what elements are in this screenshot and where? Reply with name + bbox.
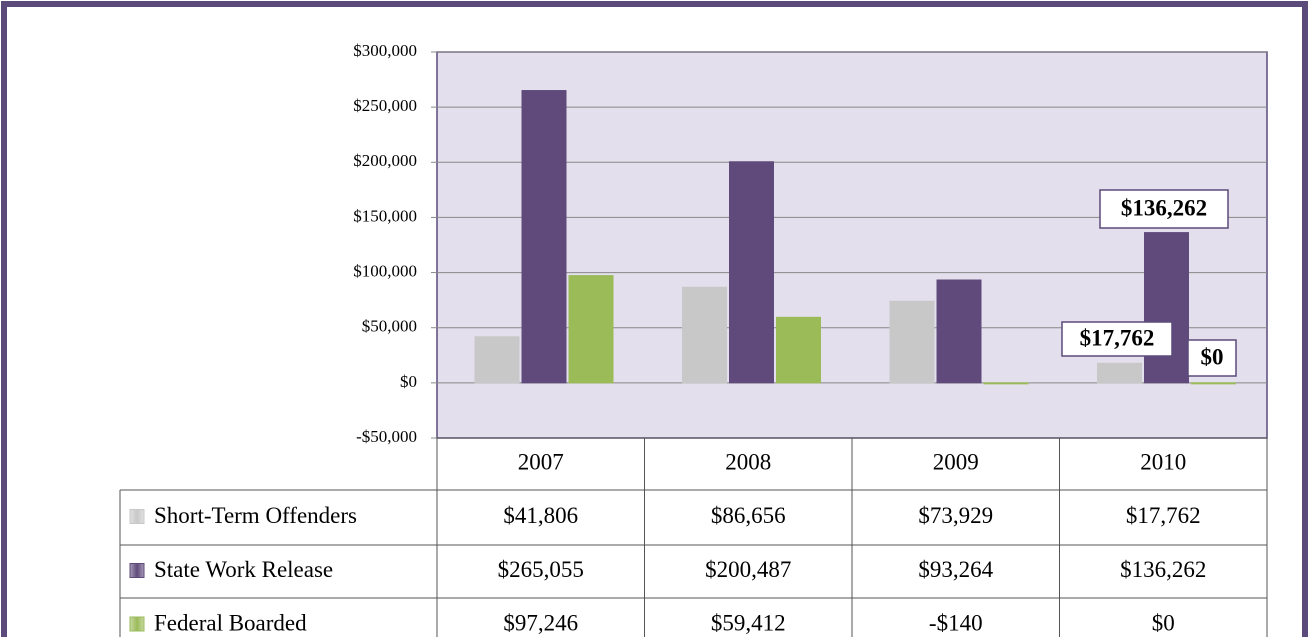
y-tick-label: $0 (400, 372, 417, 391)
bar (776, 316, 821, 384)
y-tick-label: $50,000 (362, 317, 417, 336)
legend-marker (129, 509, 145, 524)
data-label-box (1099, 189, 1229, 229)
bar (889, 300, 935, 384)
table-cell: $136,262 (1120, 557, 1206, 582)
table-cell: -$140 (929, 610, 983, 635)
x-tick-label: 2008 (725, 449, 771, 474)
bar (1097, 362, 1142, 384)
legend-marker (129, 616, 145, 632)
table-cell: $200,487 (705, 557, 791, 582)
table-cell: $41,806 (503, 503, 578, 528)
y-tick-label: $300,000 (353, 41, 417, 60)
table-cell: $97,246 (503, 610, 578, 635)
data-label: $0 (1201, 344, 1224, 369)
bar (1191, 382, 1236, 385)
legend-label: Federal Boarded (154, 610, 307, 635)
y-tick-label: $200,000 (353, 151, 417, 170)
data-label-box (1187, 339, 1237, 377)
table-cell: $0 (1152, 610, 1175, 635)
table-cell: $17,762 (1126, 503, 1201, 528)
bar (474, 336, 520, 384)
bar (729, 161, 774, 384)
table-cell: $265,055 (498, 557, 584, 582)
bar (521, 90, 567, 384)
x-tick-label: 2009 (933, 449, 979, 474)
table-cell: $59,412 (711, 610, 786, 635)
x-tick-label: 2007 (518, 449, 564, 474)
bar (568, 275, 614, 384)
data-label: $136,262 (1121, 195, 1207, 220)
bar (1144, 232, 1189, 384)
table-cell: $93,264 (918, 557, 993, 582)
y-tick-label: $250,000 (353, 96, 417, 115)
bar (936, 279, 982, 384)
data-label: $17,762 (1080, 325, 1155, 350)
y-tick-label: $150,000 (353, 206, 417, 225)
table-cell: $86,656 (711, 503, 786, 528)
legend-label: State Work Release (154, 557, 333, 582)
legend-label: Short-Term Offenders (154, 503, 357, 528)
data-label-box (1061, 321, 1173, 357)
bar (983, 382, 1029, 385)
y-tick-label: $100,000 (353, 261, 417, 280)
table-cell: $73,929 (918, 503, 993, 528)
bar (682, 286, 727, 384)
x-tick-label: 2010 (1140, 449, 1186, 474)
y-tick-label: -$50,000 (356, 427, 417, 446)
legend-marker (129, 563, 145, 578)
